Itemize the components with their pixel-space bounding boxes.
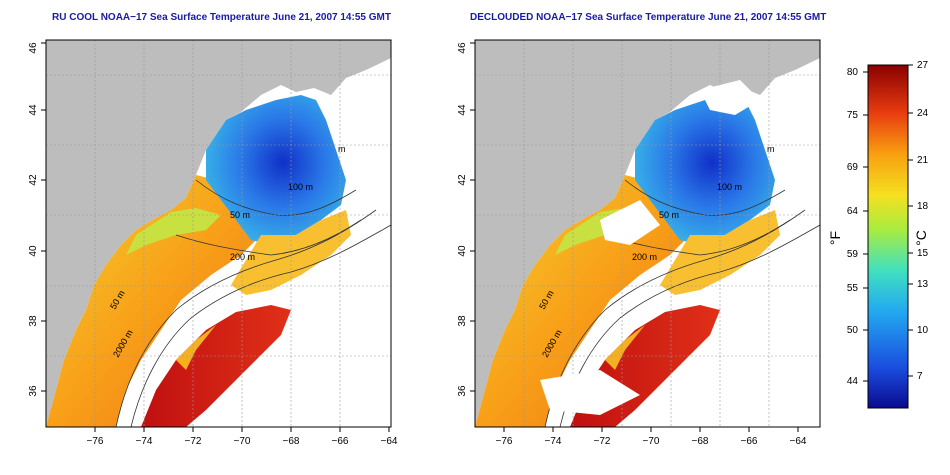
colorbar-f-tick: 50 [847,325,859,336]
colorbar-f-tick: 69 [847,162,859,173]
colorbar-f-tick: 55 [847,283,859,294]
y-tick-label: 42 [28,174,39,186]
y-tick-label: 36 [457,385,468,397]
colorbar-c-label: °C [913,230,929,246]
x-tick-label: −76 [87,436,104,447]
colorbar-c-tick: 13 [917,279,929,290]
x-axis-right: −76 −74 −72 −70 −68 −66 −64 [496,427,807,447]
contour-label: 200 m [230,252,255,262]
colorbar-f-tick: 59 [847,249,859,260]
x-tick-label: −66 [332,436,349,447]
y-axis-right: 36 38 40 42 44 46 [457,42,475,397]
x-tick-label: −74 [545,436,562,447]
colorbar-c-tick: 27 [917,60,929,71]
colorbar-c-tick: 18 [917,201,929,212]
map-frame-left [45,39,392,428]
x-tick-label: −70 [234,436,251,447]
y-tick-label: 36 [28,385,39,397]
contour-label: m [338,144,346,154]
y-tick-label: 40 [28,245,39,257]
x-tick-label: −64 [381,436,398,447]
y-tick-label: 42 [457,174,468,186]
colorbar-c-tick: 24 [917,108,929,119]
colorbar-c-tick: 10 [917,325,929,336]
x-tick-label: −68 [283,436,300,447]
contour-label: 50 m [659,210,679,220]
colorbar-f-tick: 80 [847,67,859,78]
y-tick-label: 40 [457,245,468,257]
x-tick-label: −74 [136,436,153,447]
y-tick-label: 44 [28,104,39,116]
colorbar-c-tick: 15 [917,248,929,259]
y-tick-label: 38 [457,315,468,327]
map-title-right: DECLOUDED NOAA−17 Sea Surface Temperatur… [470,12,827,23]
colorbar-gradient [867,64,909,409]
colorbar-f-tick: 64 [847,206,859,217]
colorbar-c-tick: 21 [917,155,929,166]
contour-label: 100 m [717,182,742,192]
y-axis-left: 36 38 40 42 44 46 [28,42,46,397]
contour-label: 100 m [288,182,313,192]
x-tick-label: −64 [790,436,807,447]
colorbar-f-tick: 44 [847,376,859,387]
colorbar-c-tick: 7 [917,371,923,382]
colorbar-f-tick: 75 [847,110,859,121]
x-tick-label: −68 [692,436,709,447]
x-tick-label: −70 [643,436,660,447]
x-tick-label: −76 [496,436,513,447]
sst-map-left [46,40,391,427]
contour-label: m [767,144,775,154]
colorbar: 80 75 69 64 59 55 50 44 27 24 21 18 15 1… [827,60,929,409]
x-tick-label: −72 [185,436,202,447]
map-frame-right [474,39,821,428]
y-tick-label: 46 [28,42,39,54]
x-tick-label: −66 [741,436,758,447]
y-tick-label: 44 [457,104,468,116]
contour-label: 200 m [632,252,657,262]
contour-label: 50 m [230,210,250,220]
map-title-left: RU COOL NOAA−17 Sea Surface Temperature … [52,12,391,23]
x-axis-left: −76 −74 −72 −70 −68 −66 −64 [87,427,398,447]
sst-map-right [475,40,820,427]
colorbar-f-label: °F [827,231,843,245]
x-tick-label: −72 [594,436,611,447]
y-tick-label: 38 [28,315,39,327]
y-tick-label: 46 [457,42,468,54]
